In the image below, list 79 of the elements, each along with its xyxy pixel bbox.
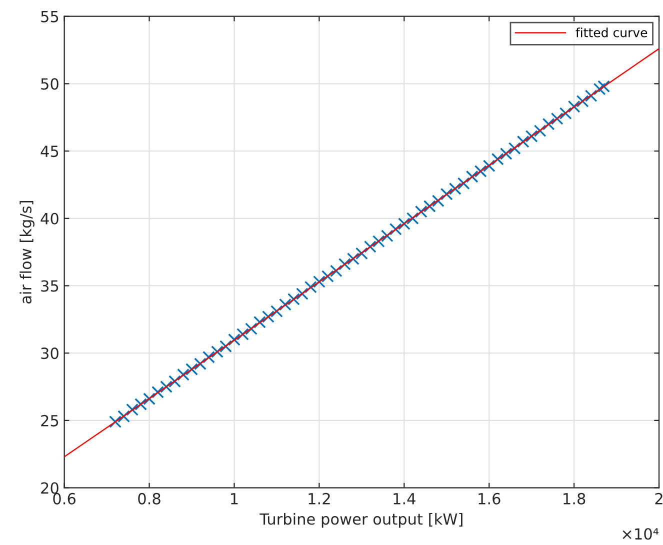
point [134,398,147,410]
point [228,333,240,346]
x-tick-label: 1.2 [308,492,330,504]
x-tick-label: 0.6 [53,492,76,504]
y-tick-label: 40 [40,212,58,224]
point [372,235,385,248]
point [398,218,410,230]
point [525,130,538,142]
point [312,275,326,288]
point [160,380,172,393]
point [355,247,368,260]
point [559,107,572,120]
point [432,194,444,208]
y-tick-label: 25 [41,414,58,426]
point [202,350,215,364]
y-tick-label: 30 [41,348,58,360]
point [211,346,224,358]
point [321,270,334,283]
point [474,165,487,178]
point [254,316,266,328]
point [270,305,283,318]
point [220,340,232,353]
point [278,298,292,311]
point [414,205,428,218]
point [330,264,342,278]
point [440,188,453,200]
text: ×10⁴ [622,528,659,540]
point [118,410,130,423]
point [380,230,394,242]
point [448,182,462,195]
point [364,240,376,253]
x-axis-title: Turbine power output [kW] [260,512,462,528]
point [126,403,138,416]
point [482,160,496,172]
point [598,80,610,93]
y-axis-title: air flow [kg/s] [20,201,34,304]
point [568,100,580,113]
point [236,328,249,340]
point [177,368,190,381]
point [550,112,564,125]
point [296,288,308,300]
point [542,118,555,130]
y-tick-label: 20 [41,482,58,494]
point [168,375,181,388]
y-tick-label: 35 [41,280,58,292]
y-tick-label: 55 [41,11,58,22]
point [593,82,606,96]
y-tick-label: 45 [40,146,58,158]
legend-label: fitted curve [576,28,648,38]
point [152,386,164,398]
point [423,200,436,212]
x-tick-label: 1 [231,493,238,504]
point [109,416,122,428]
point [245,322,258,336]
point [262,310,274,323]
point [143,392,156,406]
y-tick-label: 50 [41,78,58,90]
x-tick-label: 1.6 [478,492,500,504]
point [346,252,360,266]
point [194,358,206,370]
point [508,142,521,155]
x-tick-label: 2 [655,492,662,504]
point [534,124,546,138]
point [304,280,317,294]
x-tick-label: 1.8 [564,492,586,504]
x-tick-label: 0.8 [138,492,160,504]
point [466,170,478,183]
point [491,152,504,166]
point [516,135,530,148]
point [287,292,300,306]
point [500,148,512,160]
point [338,258,351,270]
point [389,222,402,236]
point [186,363,198,376]
point [584,90,598,102]
point [457,177,470,190]
x-tick-label: 1.4 [394,493,416,504]
point [406,212,419,225]
point [576,94,589,108]
